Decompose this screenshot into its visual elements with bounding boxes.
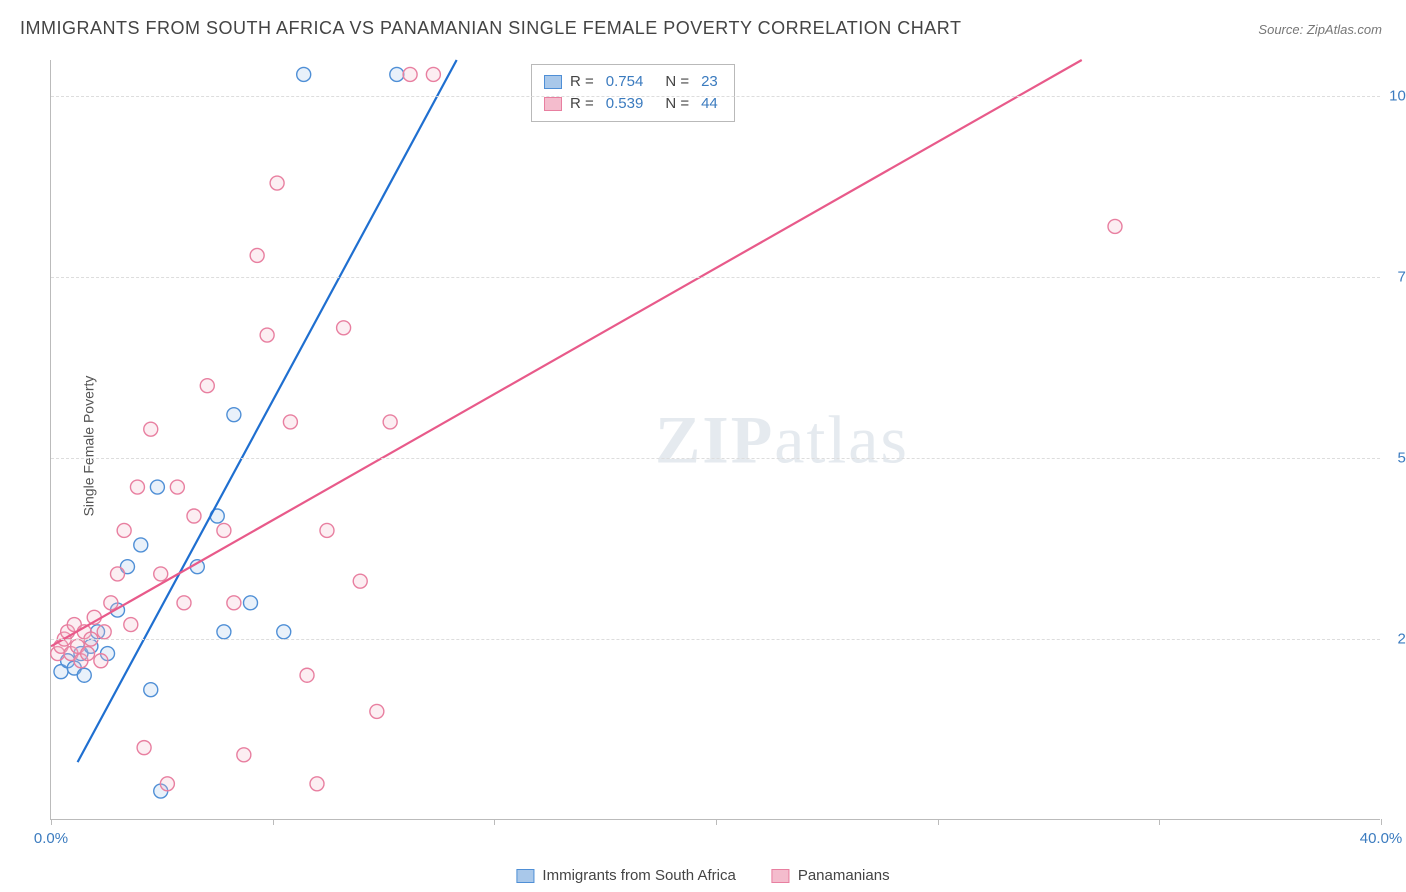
- y-tick-label: 75.0%: [1397, 269, 1406, 286]
- trend-line: [51, 60, 1082, 646]
- x-tick-label: 0.0%: [34, 830, 68, 847]
- data-point: [353, 574, 367, 588]
- chart-container: IMMIGRANTS FROM SOUTH AFRICA VS PANAMANI…: [0, 0, 1406, 892]
- chart-svg: [51, 60, 1380, 819]
- bottom-swatch-1: [516, 869, 534, 883]
- bottom-legend-item-1: Immigrants from South Africa: [516, 867, 735, 884]
- x-tick-mark: [938, 819, 939, 825]
- data-point: [144, 422, 158, 436]
- x-tick-mark: [51, 819, 52, 825]
- trend-line: [78, 60, 457, 762]
- data-point: [270, 176, 284, 190]
- data-point: [390, 67, 404, 81]
- bottom-legend: Immigrants from South Africa Panamanians: [516, 867, 889, 884]
- data-point: [154, 567, 168, 581]
- data-point: [320, 523, 334, 537]
- data-point: [150, 480, 164, 494]
- x-tick-mark: [273, 819, 274, 825]
- x-tick-mark: [1381, 819, 1382, 825]
- data-point: [300, 668, 314, 682]
- plot-area: ZIPatlas R = 0.754 N = 23 R = 0.539 N = …: [50, 60, 1380, 820]
- data-point: [403, 67, 417, 81]
- legend-swatch-series1: [544, 75, 562, 89]
- data-point: [297, 67, 311, 81]
- data-point: [124, 618, 138, 632]
- bottom-label-2: Panamanians: [798, 867, 890, 884]
- data-point: [217, 523, 231, 537]
- data-point: [94, 654, 108, 668]
- x-tick-label: 40.0%: [1360, 830, 1403, 847]
- legend-row-series1: R = 0.754 N = 23: [544, 71, 722, 93]
- data-point: [177, 596, 191, 610]
- source-value: ZipAtlas.com: [1307, 22, 1382, 37]
- gridline: [51, 458, 1380, 459]
- gridline: [51, 639, 1380, 640]
- data-point: [187, 509, 201, 523]
- legend-swatch-series2: [544, 97, 562, 111]
- data-point: [160, 777, 174, 791]
- correlation-legend: R = 0.754 N = 23 R = 0.539 N = 44: [531, 64, 735, 122]
- data-point: [337, 321, 351, 335]
- x-tick-mark: [1159, 819, 1160, 825]
- data-point: [77, 668, 91, 682]
- data-point: [227, 408, 241, 422]
- legend-r-value-1: 0.754: [606, 71, 644, 93]
- chart-title: IMMIGRANTS FROM SOUTH AFRICA VS PANAMANI…: [20, 18, 961, 39]
- y-tick-label: 25.0%: [1397, 631, 1406, 648]
- data-point: [104, 596, 118, 610]
- bottom-legend-item-2: Panamanians: [772, 867, 890, 884]
- data-point: [134, 538, 148, 552]
- legend-n-label: N =: [665, 71, 689, 93]
- data-point: [250, 248, 264, 262]
- data-point: [111, 567, 125, 581]
- data-point: [144, 683, 158, 697]
- data-point: [97, 625, 111, 639]
- data-point: [244, 596, 258, 610]
- gridline: [51, 96, 1380, 97]
- bottom-swatch-2: [772, 869, 790, 883]
- source-citation: Source: ZipAtlas.com: [1258, 22, 1382, 37]
- gridline: [51, 277, 1380, 278]
- source-label: Source:: [1258, 22, 1303, 37]
- data-point: [170, 480, 184, 494]
- data-point: [217, 625, 231, 639]
- data-point: [237, 748, 251, 762]
- legend-n-value-1: 23: [701, 71, 718, 93]
- data-point: [383, 415, 397, 429]
- data-point: [260, 328, 274, 342]
- data-point: [370, 704, 384, 718]
- data-point: [227, 596, 241, 610]
- data-point: [310, 777, 324, 791]
- data-point: [130, 480, 144, 494]
- data-point: [117, 523, 131, 537]
- y-tick-label: 50.0%: [1397, 450, 1406, 467]
- data-point: [81, 647, 95, 661]
- data-point: [200, 379, 214, 393]
- x-tick-mark: [716, 819, 717, 825]
- data-point: [277, 625, 291, 639]
- data-point: [137, 741, 151, 755]
- bottom-label-1: Immigrants from South Africa: [542, 867, 735, 884]
- data-point: [426, 67, 440, 81]
- data-point: [283, 415, 297, 429]
- x-tick-mark: [494, 819, 495, 825]
- y-tick-label: 100.0%: [1389, 88, 1406, 105]
- data-point: [1108, 219, 1122, 233]
- legend-r-label: R =: [570, 71, 594, 93]
